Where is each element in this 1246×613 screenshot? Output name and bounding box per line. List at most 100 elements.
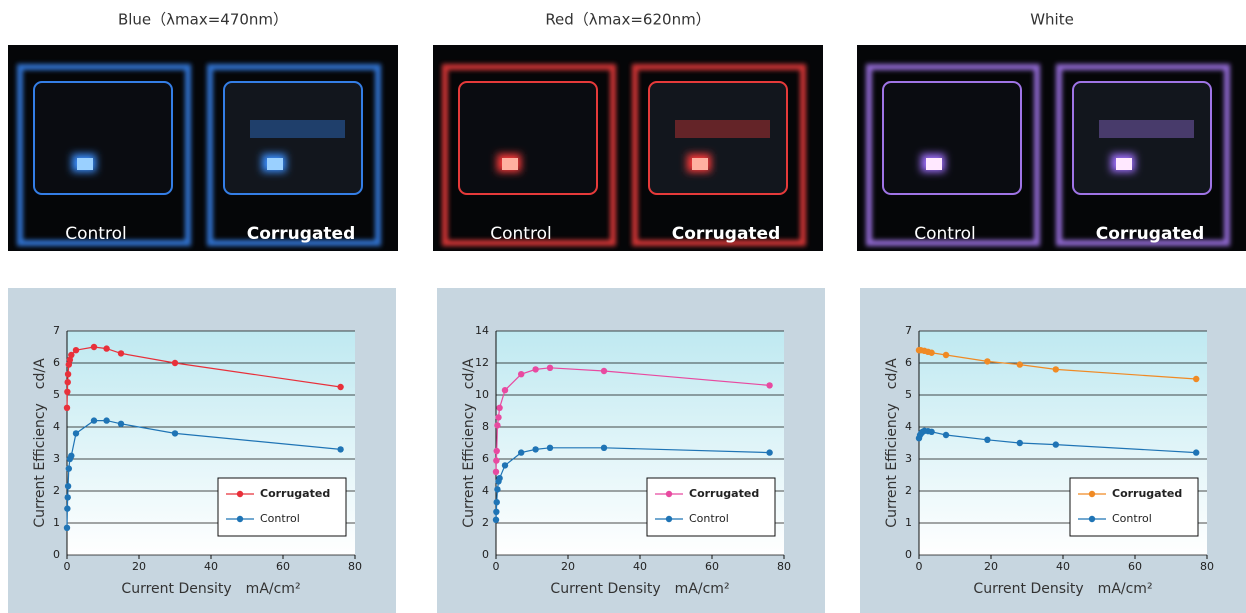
data-point bbox=[943, 432, 949, 438]
legend-label: Control bbox=[260, 512, 300, 525]
data-point bbox=[1193, 449, 1199, 455]
data-point bbox=[66, 465, 72, 471]
y-axis-label: Current Efficiency cd/A bbox=[884, 358, 900, 528]
y-tick-label: 4 bbox=[53, 420, 60, 433]
chart-title: Blue（λmax=470nm） bbox=[118, 11, 288, 29]
y-tick-label: 5 bbox=[905, 388, 912, 401]
data-point bbox=[337, 384, 343, 390]
data-point bbox=[984, 437, 990, 443]
data-point bbox=[532, 446, 538, 452]
figure: Blue（λmax=470nm）ControlCorrugated0123456… bbox=[0, 0, 1246, 613]
y-tick-label: 2 bbox=[905, 484, 912, 497]
data-point bbox=[65, 379, 71, 385]
x-tick-label: 20 bbox=[984, 560, 998, 573]
legend-marker bbox=[666, 491, 672, 497]
y-tick-label: 1 bbox=[53, 516, 60, 529]
data-point bbox=[494, 422, 500, 428]
data-point bbox=[547, 445, 553, 451]
x-tick-label: 40 bbox=[204, 560, 218, 573]
y-tick-label: 7 bbox=[53, 324, 60, 337]
pixel bbox=[692, 158, 708, 170]
data-point bbox=[73, 347, 79, 353]
data-point bbox=[103, 345, 109, 351]
x-tick-label: 80 bbox=[1200, 560, 1214, 573]
data-point bbox=[103, 417, 109, 423]
y-tick-label: 0 bbox=[53, 548, 60, 561]
y-tick-label: 1 bbox=[905, 516, 912, 529]
data-point bbox=[493, 457, 499, 463]
x-tick-label: 0 bbox=[64, 560, 71, 573]
data-point bbox=[547, 365, 553, 371]
y-tick-label: 8 bbox=[482, 420, 489, 433]
data-point bbox=[532, 366, 538, 372]
data-point bbox=[493, 469, 499, 475]
photo-label: Corrugated bbox=[1096, 224, 1205, 244]
data-point bbox=[1053, 441, 1059, 447]
legend-label: Corrugated bbox=[260, 487, 330, 500]
data-point bbox=[1053, 366, 1059, 372]
data-point bbox=[601, 445, 607, 451]
legend-label: Corrugated bbox=[689, 487, 759, 500]
x-tick-label: 80 bbox=[777, 560, 791, 573]
data-point bbox=[928, 350, 934, 356]
data-point bbox=[1017, 361, 1023, 367]
x-axis-label: Current Density mA/cm² bbox=[550, 581, 729, 597]
photo-label: Corrugated bbox=[247, 224, 356, 244]
data-point bbox=[172, 430, 178, 436]
y-tick-label: 4 bbox=[905, 420, 912, 433]
y-tick-label: 6 bbox=[482, 452, 489, 465]
x-axis-label: Current Density mA/cm² bbox=[973, 581, 1152, 597]
data-point bbox=[64, 405, 70, 411]
y-tick-label: 0 bbox=[905, 548, 912, 561]
x-axis-label: Current Density mA/cm² bbox=[121, 581, 300, 597]
data-point bbox=[493, 509, 499, 515]
legend-marker bbox=[237, 491, 243, 497]
data-point bbox=[766, 382, 772, 388]
data-point bbox=[91, 417, 97, 423]
x-tick-label: 20 bbox=[561, 560, 575, 573]
pixel bbox=[502, 158, 518, 170]
y-tick-label: 14 bbox=[475, 324, 489, 337]
x-tick-label: 0 bbox=[916, 560, 923, 573]
data-point bbox=[73, 430, 79, 436]
data-point bbox=[766, 449, 772, 455]
data-point bbox=[494, 486, 500, 492]
data-point bbox=[68, 453, 74, 459]
y-axis-label: Current Efficiency cd/A bbox=[461, 358, 477, 528]
photo-label: Control bbox=[490, 224, 551, 244]
x-tick-label: 0 bbox=[493, 560, 500, 573]
data-point bbox=[337, 446, 343, 452]
data-point bbox=[1193, 376, 1199, 382]
photo-label: Control bbox=[914, 224, 975, 244]
data-point bbox=[928, 429, 934, 435]
data-point bbox=[502, 387, 508, 393]
y-tick-label: 6 bbox=[53, 356, 60, 369]
data-point bbox=[65, 371, 71, 377]
x-tick-label: 40 bbox=[633, 560, 647, 573]
x-tick-label: 20 bbox=[132, 560, 146, 573]
data-point bbox=[68, 352, 74, 358]
pixel bbox=[926, 158, 942, 170]
legend-label: Control bbox=[1112, 512, 1152, 525]
y-tick-label: 4 bbox=[482, 484, 489, 497]
pixel bbox=[1116, 158, 1132, 170]
photo-label: Control bbox=[65, 224, 126, 244]
pixel bbox=[267, 158, 283, 170]
data-point bbox=[64, 525, 70, 531]
legend-marker bbox=[237, 516, 243, 522]
data-point bbox=[1017, 440, 1023, 446]
legend-marker bbox=[1089, 491, 1095, 497]
data-point bbox=[601, 368, 607, 374]
y-tick-label: 10 bbox=[475, 388, 489, 401]
chart-title: White bbox=[1030, 11, 1074, 29]
data-point bbox=[65, 483, 71, 489]
device-frame bbox=[883, 82, 1021, 194]
data-point bbox=[943, 352, 949, 358]
device-frame bbox=[459, 82, 597, 194]
y-tick-label: 7 bbox=[905, 324, 912, 337]
chart-title: Red（λmax=620nm） bbox=[545, 11, 710, 29]
data-point bbox=[91, 344, 97, 350]
data-point bbox=[172, 360, 178, 366]
data-point bbox=[118, 421, 124, 427]
